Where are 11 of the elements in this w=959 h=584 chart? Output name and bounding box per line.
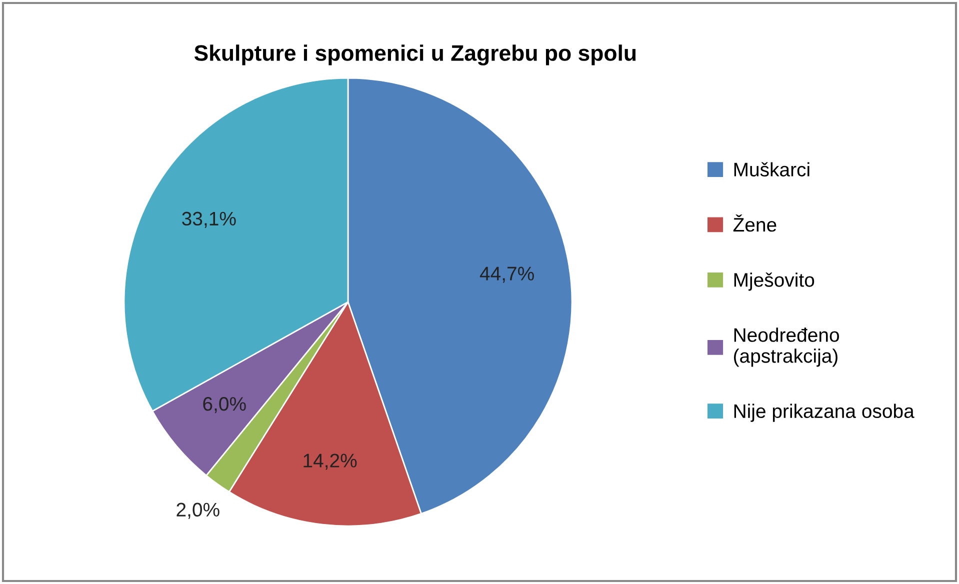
legend-label: Žene <box>733 214 776 232</box>
data-label: 14,2% <box>304 454 357 470</box>
legend-label: Mješovito <box>734 272 814 291</box>
data-label: 33,1% <box>182 212 236 228</box>
legend-label: Nije prikazana osoba <box>734 404 914 422</box>
legend-label: Muškarci <box>734 162 810 177</box>
data-label: 6,0% <box>203 397 246 414</box>
data-label: 2,0% <box>176 502 220 519</box>
data-label: 44,7% <box>480 266 534 283</box>
legend-label: Neodređeno (apstrakcija) <box>734 328 839 367</box>
chart-title: Skulpture i spomenici u Zagrebu po spolu <box>194 44 636 66</box>
